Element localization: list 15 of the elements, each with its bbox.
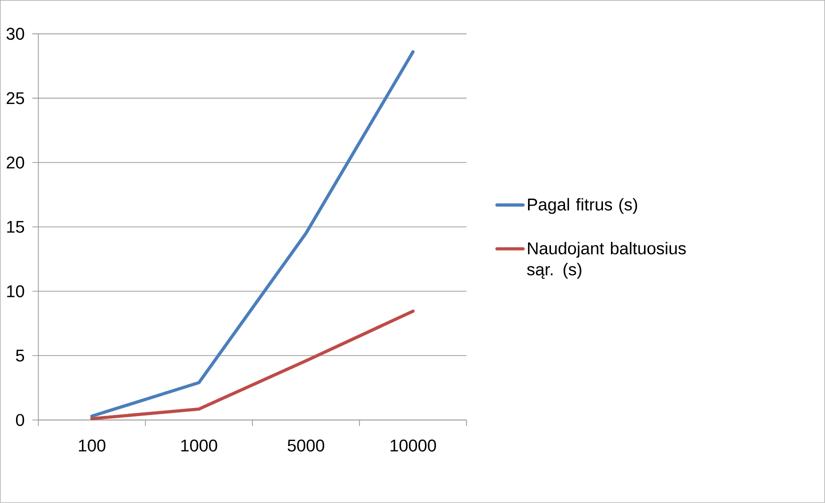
x-tick-label: 1000: [181, 440, 218, 452]
legend-label: Pagal fitrus (s): [528, 198, 638, 214]
line-series: [90, 310, 415, 420]
y-tick-label: 25: [6, 92, 24, 104]
legend-label: Naudojant baltuosius sąr. (s): [527, 242, 686, 279]
y-tick-label: 15: [7, 221, 24, 233]
y-tick-label: 0: [16, 414, 24, 426]
x-tick-label: 10000: [390, 440, 436, 452]
y-tick-label: 5: [16, 350, 24, 362]
y-tick-label: 20: [6, 156, 24, 169]
x-tick-label: 100: [78, 440, 106, 452]
x-tick-label: 5000: [288, 440, 324, 452]
y-tick-label: 10: [7, 285, 24, 298]
line-series: [90, 50, 415, 418]
y-tick-label: 30: [6, 28, 24, 40]
